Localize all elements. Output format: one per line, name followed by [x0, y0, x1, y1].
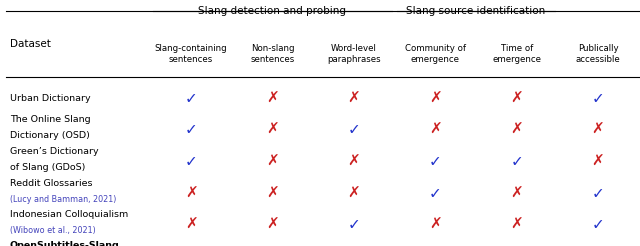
Text: Slang source identification: Slang source identification: [406, 6, 545, 16]
Text: Urban Dictionary: Urban Dictionary: [10, 94, 90, 103]
Text: Slang-containing
sentences: Slang-containing sentences: [155, 44, 227, 64]
Text: ✓: ✓: [591, 217, 604, 232]
Text: Publically
accessible: Publically accessible: [575, 44, 620, 64]
Text: ✓: ✓: [429, 186, 442, 200]
Text: ✓: ✓: [591, 186, 604, 200]
Text: ✗: ✗: [185, 217, 198, 232]
Text: Reddit Glossaries: Reddit Glossaries: [10, 179, 92, 188]
Text: Dictionary (OSD): Dictionary (OSD): [10, 131, 90, 140]
Text: ✗: ✗: [348, 91, 360, 106]
Text: ✗: ✗: [185, 186, 198, 200]
Text: (Lucy and Bamman, 2021): (Lucy and Bamman, 2021): [10, 195, 116, 204]
Text: ✓: ✓: [185, 91, 198, 106]
Text: Dataset: Dataset: [10, 39, 51, 49]
Text: ✓: ✓: [348, 217, 360, 232]
Text: ✗: ✗: [510, 186, 523, 200]
Text: ✗: ✗: [429, 217, 442, 232]
Text: Community of
emergence: Community of emergence: [404, 44, 466, 64]
Text: ✗: ✗: [591, 122, 604, 137]
Text: ✗: ✗: [591, 154, 604, 169]
Text: OpenSubtitles-Slang: OpenSubtitles-Slang: [10, 242, 119, 246]
Text: ✗: ✗: [266, 217, 279, 232]
Text: of Slang (GDoS): of Slang (GDoS): [10, 163, 85, 172]
Text: ✗: ✗: [266, 154, 279, 169]
Text: ✓: ✓: [510, 154, 523, 169]
Text: ✗: ✗: [510, 217, 523, 232]
Text: Indonesian Colloquialism: Indonesian Colloquialism: [10, 210, 128, 219]
Text: Time of
emergence: Time of emergence: [492, 44, 541, 64]
Text: The Online Slang: The Online Slang: [10, 115, 90, 124]
Text: ✓: ✓: [591, 91, 604, 106]
Text: ✗: ✗: [348, 154, 360, 169]
Text: ✗: ✗: [429, 91, 442, 106]
Text: ✗: ✗: [429, 122, 442, 137]
Text: Word-level
paraphrases: Word-level paraphrases: [327, 44, 381, 64]
Text: Slang detection and probing: Slang detection and probing: [198, 6, 346, 16]
Text: ✓: ✓: [429, 154, 442, 169]
Text: ✗: ✗: [510, 122, 523, 137]
Text: ✗: ✗: [510, 91, 523, 106]
Text: ✓: ✓: [185, 154, 198, 169]
Text: ✗: ✗: [266, 186, 279, 200]
Text: ✗: ✗: [348, 186, 360, 200]
Text: ✗: ✗: [266, 122, 279, 137]
Text: (Wibowo et al., 2021): (Wibowo et al., 2021): [10, 226, 95, 235]
Text: ✓: ✓: [185, 122, 198, 137]
Text: ✗: ✗: [266, 91, 279, 106]
Text: Green’s Dictionary: Green’s Dictionary: [10, 147, 98, 156]
Text: Non-slang
sentences: Non-slang sentences: [250, 44, 294, 64]
Text: ✓: ✓: [348, 122, 360, 137]
